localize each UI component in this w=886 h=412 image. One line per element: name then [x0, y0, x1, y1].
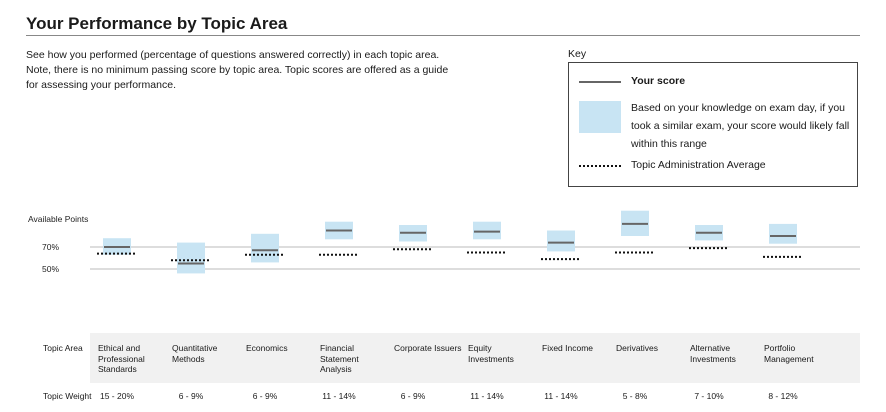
- topic-name: Financial Statement Analysis: [320, 343, 359, 374]
- range-box: [547, 230, 575, 252]
- y-axis-label-50: 50%: [42, 264, 59, 274]
- range-box: [769, 223, 797, 244]
- y-axis-label-available-points: Available Points: [28, 214, 88, 224]
- average-dots-swatch: [579, 165, 621, 167]
- title-divider: [26, 35, 860, 36]
- range-box: [473, 221, 501, 240]
- range-box: [251, 233, 279, 263]
- topic-area-label: Topic Area: [43, 343, 83, 353]
- topic-name: Quantitative Methods: [172, 343, 218, 364]
- page-title: Your Performance by Topic Area: [26, 14, 288, 33]
- topic-weight: 11 - 14%: [544, 391, 578, 401]
- key-score-label: Your score: [631, 75, 686, 87]
- topic-area-band: [90, 333, 860, 383]
- intro-text: See how you performed (percentage of que…: [26, 49, 449, 91]
- range-swatch: [579, 101, 621, 133]
- topic-weight: 6 - 9%: [178, 391, 204, 401]
- topic-name: Alternative Investments: [690, 343, 736, 364]
- topic-name: Portfolio Management: [764, 343, 814, 364]
- topic-name: Equity Investments: [468, 343, 514, 364]
- topic-weight-label: Topic Weight: [43, 391, 92, 401]
- range-box: [177, 242, 205, 274]
- topic-weight: 11 - 14%: [470, 391, 504, 401]
- topic-name: Fixed Income: [542, 343, 594, 353]
- topic-weight: 11 - 14%: [322, 391, 356, 401]
- y-axis-label-70: 70%: [42, 242, 59, 252]
- topic-weight: 15 - 20%: [99, 391, 135, 401]
- topic-performance-chart: Available Points 70% 50%: [28, 210, 860, 274]
- topic-name: Corporate Issuers: [394, 343, 462, 353]
- topic-name: Derivatives: [616, 343, 659, 353]
- key-heading: Key: [568, 48, 587, 60]
- topic-weight: 6 - 9%: [252, 391, 278, 401]
- topic-name: Economics: [246, 343, 288, 353]
- topic-weight: 8 - 12%: [768, 391, 798, 401]
- score-line-swatch: [579, 81, 621, 83]
- topic-weight: 6 - 9%: [400, 391, 426, 401]
- topic-weight: 7 - 10%: [694, 391, 724, 401]
- key-legend: Your score Based on your knowledge on ex…: [568, 62, 858, 187]
- key-average-label: Topic Administration Average: [631, 159, 766, 171]
- topic-weight: 5 - 8%: [622, 391, 648, 401]
- topic-name: Ethical and Professional Standards: [98, 343, 145, 374]
- key-range-label: Based on your knowledge on exam day, if …: [631, 102, 850, 150]
